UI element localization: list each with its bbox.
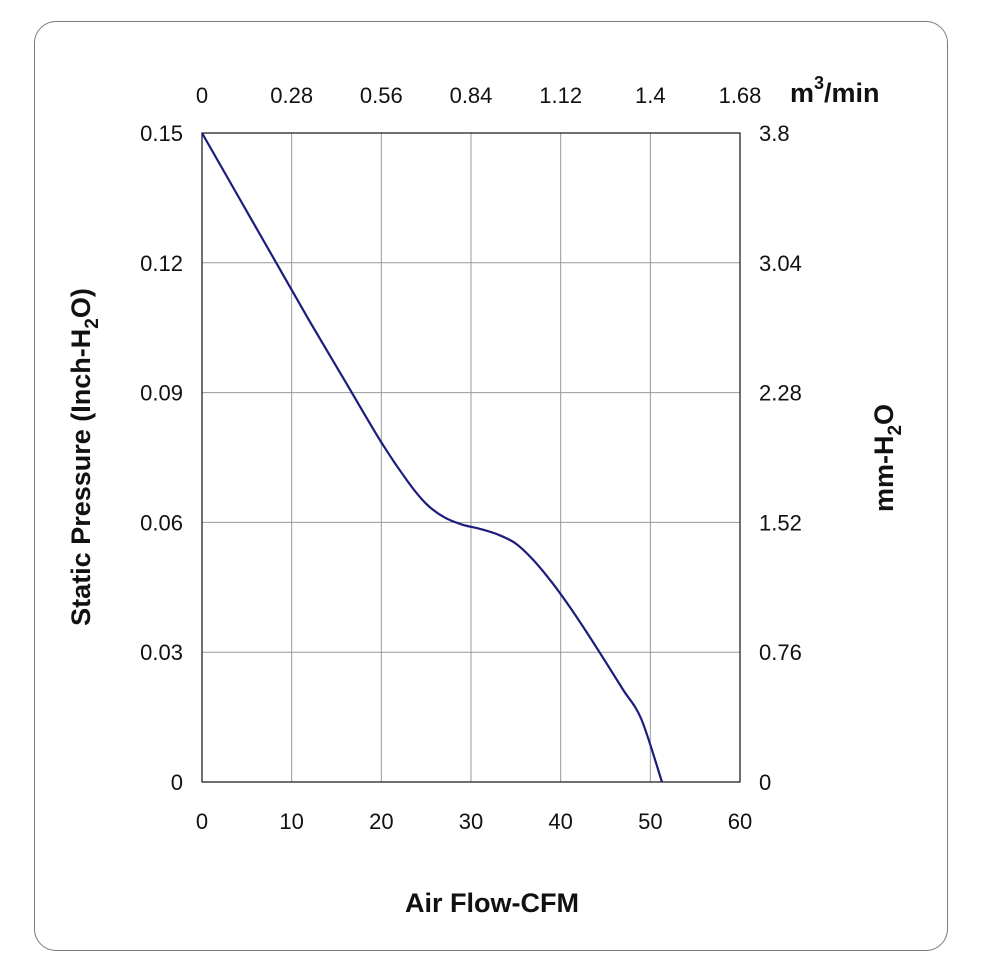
x-tick-label: 60 [728, 809, 752, 834]
grid [202, 133, 740, 782]
chart-frame [34, 21, 948, 951]
x-tick-label: 10 [279, 809, 303, 834]
y2-tick-label: 0.76 [759, 640, 802, 665]
x-axis-title: Air Flow-CFM [405, 888, 579, 918]
x-tick-label: 30 [459, 809, 483, 834]
y-title-post: O) [66, 288, 96, 318]
x-tick-label: 50 [638, 809, 662, 834]
x2-tick-label: 0.28 [270, 83, 313, 108]
y2-title-sub: 2 [885, 425, 906, 436]
y2-title-post: O [869, 404, 899, 425]
y-tick-label: 0.12 [140, 251, 183, 276]
y2-tick-label: 3.04 [759, 251, 802, 276]
x2-tick-label: 0.56 [360, 83, 403, 108]
x2-tick-label: 1.12 [539, 83, 582, 108]
plot-area [201, 132, 741, 783]
y-tick-label: 0.15 [140, 121, 183, 146]
y2-tick-label: 3.8 [759, 121, 790, 146]
x2-title-base: m [790, 78, 814, 108]
x-tick-label: 20 [369, 809, 393, 834]
series-layer [201, 132, 664, 783]
y-tick-label: 0.09 [140, 381, 183, 406]
y2-tick-label: 0 [759, 770, 771, 795]
y-title-sub: 2 [82, 318, 103, 329]
x2-title-sup: 3 [814, 73, 824, 93]
y-title-pre: Static Pressure (Inch-H [66, 329, 96, 626]
y-tick-label: 0 [171, 770, 183, 795]
x2-axis-title: m3/min [790, 73, 880, 108]
y2-axis-title: mm-H2O [869, 404, 906, 512]
y2-title-pre: mm-H [869, 436, 899, 513]
x2-title-tail: /min [824, 78, 880, 108]
y2-tick-label: 1.52 [759, 510, 802, 535]
x2-tick-label: 1.4 [635, 83, 666, 108]
y-tick-label: 0.03 [140, 640, 183, 665]
x-tick-label: 0 [196, 809, 208, 834]
x-tick-label: 40 [548, 809, 572, 834]
series-line [201, 132, 664, 783]
x2-tick-label: 0.84 [450, 83, 493, 108]
y2-tick-label: 2.28 [759, 381, 802, 406]
x2-tick-label: 1.68 [719, 83, 762, 108]
y-tick-label: 0.06 [140, 510, 183, 535]
tick-labels: 0 10 20 30 40 50 60 0 0.28 0.56 0.84 1.12 1.4 1.68 0 0.… [140, 83, 802, 834]
y-axis-title: Static Pressure (Inch-H2O) [66, 288, 103, 626]
x2-tick-label: 0 [196, 83, 208, 108]
